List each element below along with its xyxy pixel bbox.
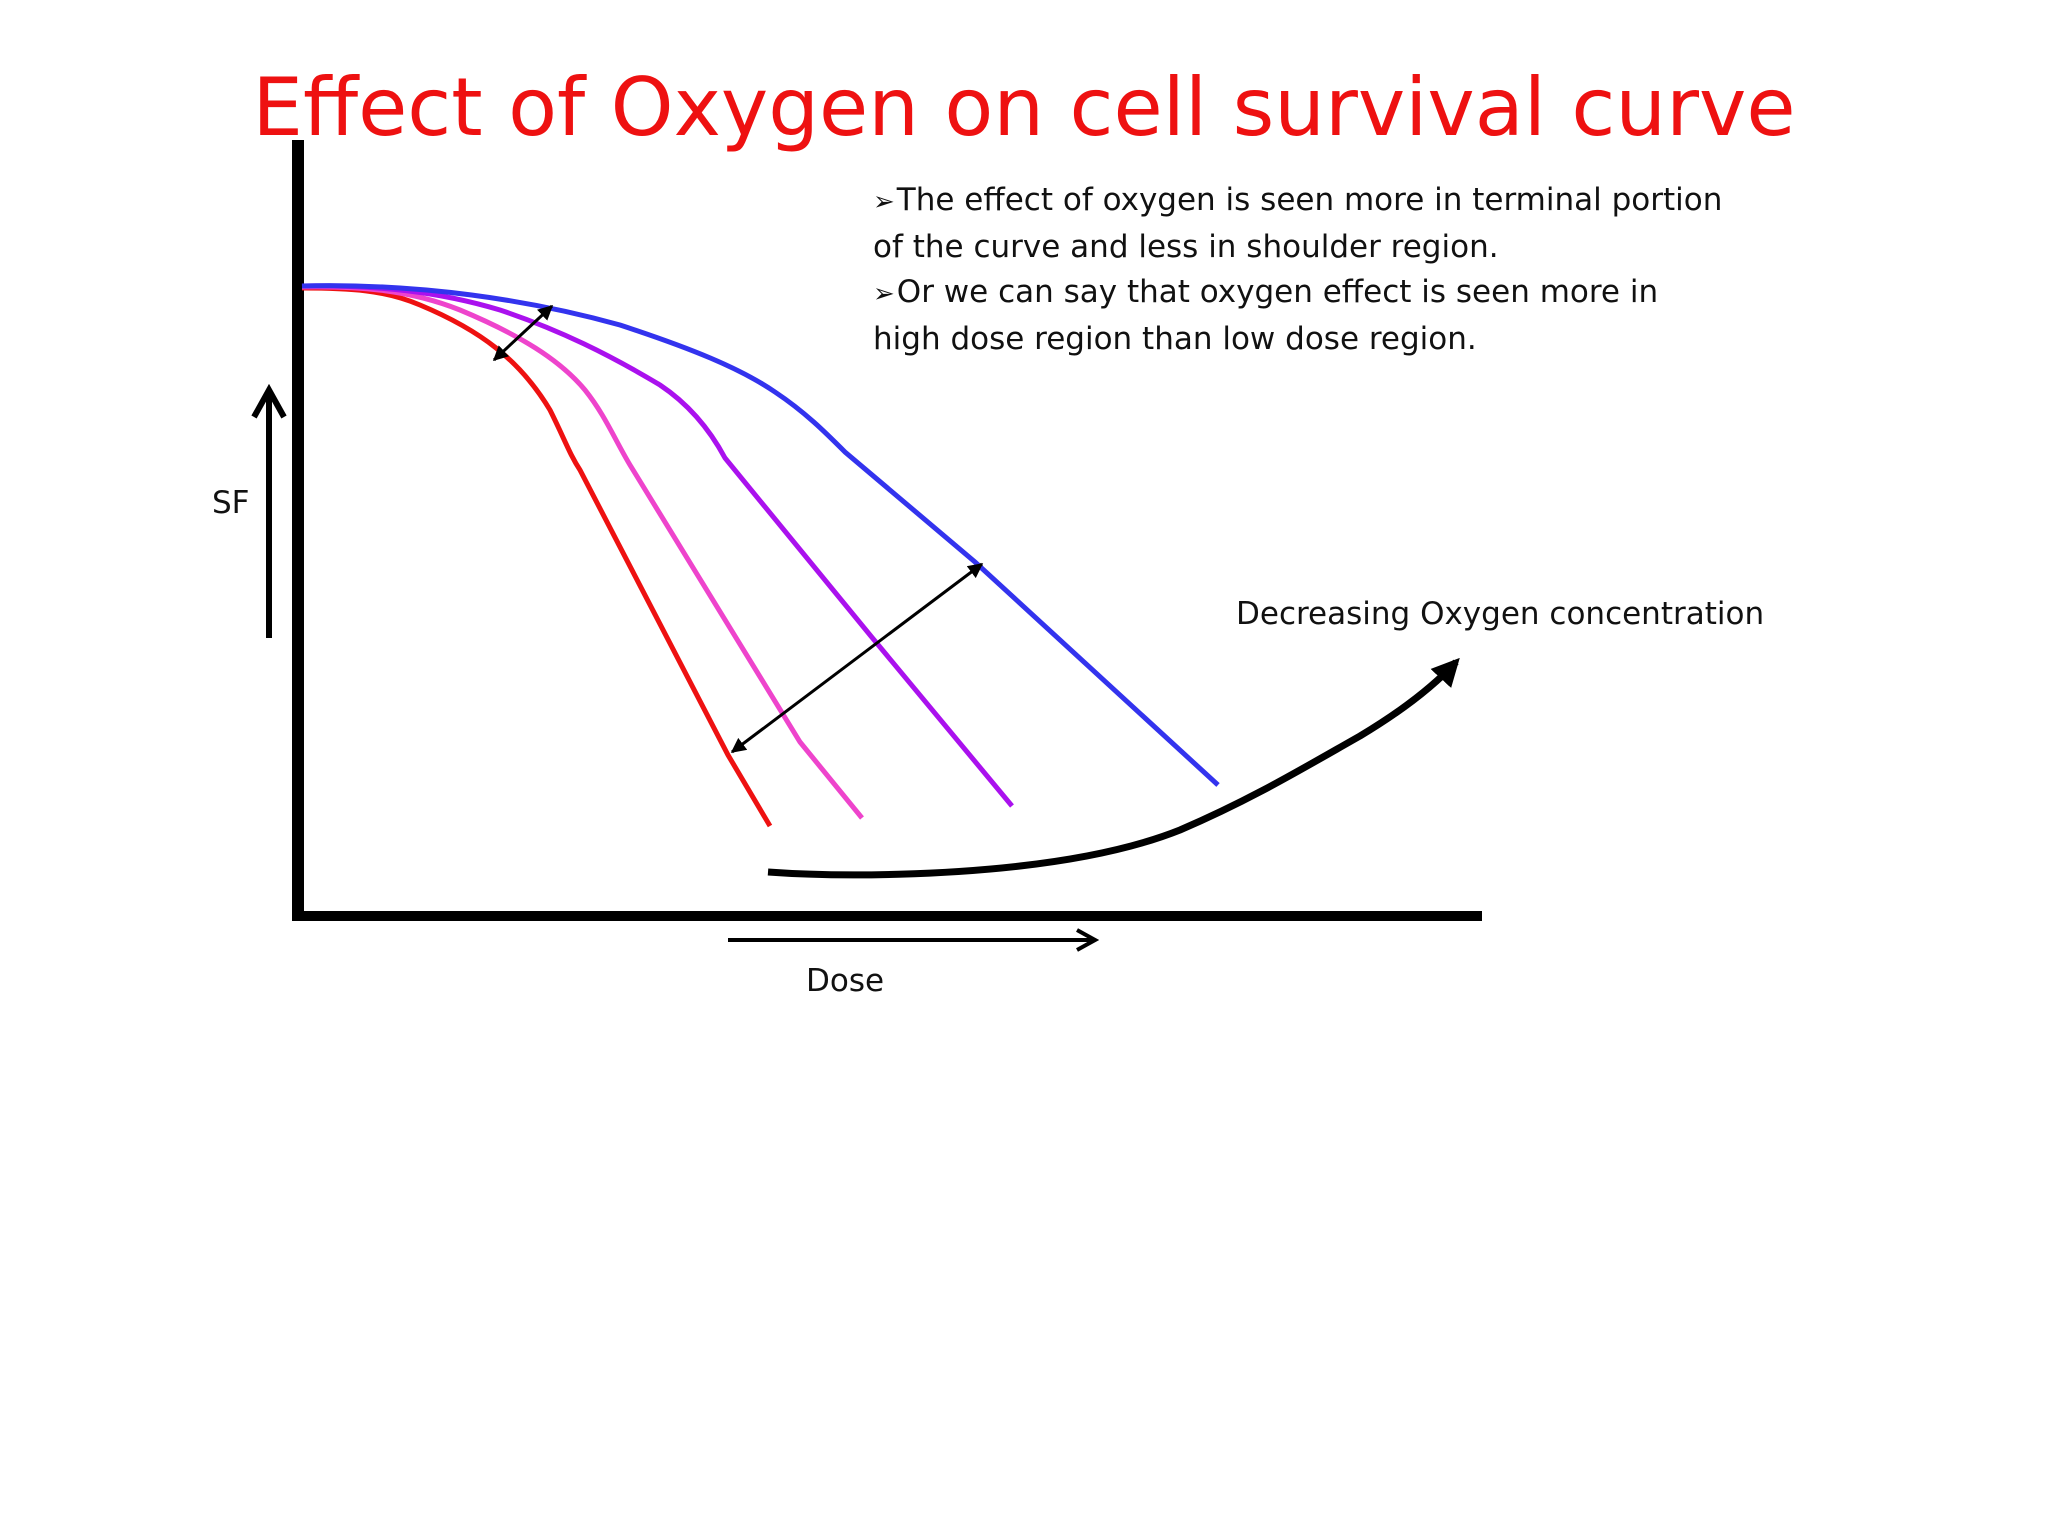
bullet-list: ➢The effect of oxygen is seen more in te… [873,178,1733,362]
terminal-difference-arrow-icon [730,562,984,754]
shoulder-difference-arrow-icon [492,304,554,362]
survival-curve-2 [301,284,864,820]
survival-curve-1 [301,285,773,828]
x-axis-label: Dose [806,963,885,999]
bullet-marker-icon: ➢ [873,187,895,217]
bullet-item-1: ➢The effect of oxygen is seen more in te… [873,178,1733,270]
oxygen-trend-arrow-icon [767,657,1460,879]
bullet-text-1: The effect of oxygen is seen more in ter… [873,182,1723,265]
survival-curve-4 [301,283,1220,787]
bullet-item-2: ➢Or we can say that oxygen effect is see… [873,270,1733,362]
bullet-text-2: Or we can say that oxygen effect is seen… [873,274,1659,357]
oxygen-arrow-label: Decreasing Oxygen concentration [1236,596,1765,632]
y-axis-label: SF [212,485,250,521]
bullet-marker-icon: ➢ [873,279,895,309]
slide-title: Effect of Oxygen on cell survival curve [252,61,1796,154]
survival-curve-3 [301,283,1014,808]
